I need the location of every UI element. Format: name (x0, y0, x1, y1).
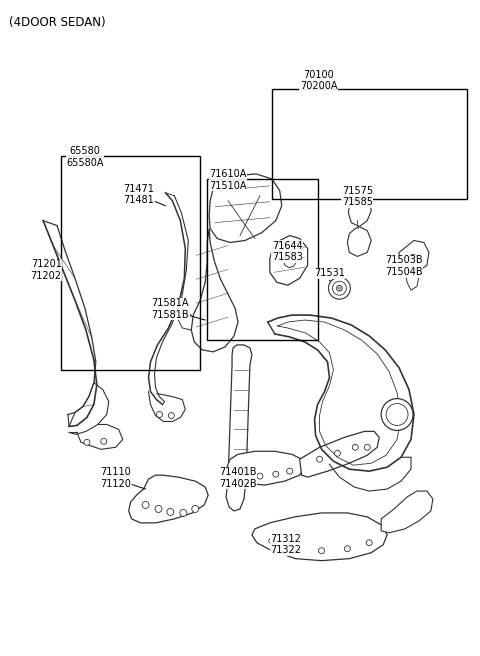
Polygon shape (399, 241, 429, 272)
Polygon shape (129, 475, 208, 523)
Circle shape (328, 277, 350, 299)
Polygon shape (348, 197, 371, 226)
Polygon shape (192, 228, 238, 352)
Circle shape (333, 281, 347, 295)
Bar (272, 89, 467, 199)
Circle shape (155, 506, 162, 512)
Polygon shape (381, 491, 433, 533)
Polygon shape (226, 345, 252, 511)
Circle shape (273, 471, 279, 477)
Circle shape (344, 546, 350, 552)
Text: 71401B
71402B: 71401B 71402B (219, 467, 257, 489)
Text: 71581A
71581B: 71581A 71581B (152, 298, 189, 319)
Circle shape (101, 438, 107, 444)
Text: 71110
71120: 71110 71120 (100, 467, 131, 489)
Text: 71610A
71510A: 71610A 71510A (209, 169, 247, 190)
Bar (207, 179, 318, 340)
Polygon shape (300, 432, 379, 477)
Polygon shape (209, 174, 282, 243)
Circle shape (364, 444, 370, 450)
Circle shape (192, 506, 199, 512)
Text: (4DOOR SEDAN): (4DOOR SEDAN) (9, 16, 106, 29)
Text: 71503B
71504B: 71503B 71504B (385, 255, 423, 277)
Text: 71471
71481: 71471 71481 (123, 184, 154, 205)
Circle shape (142, 501, 149, 508)
Circle shape (168, 413, 174, 419)
Circle shape (335, 450, 340, 457)
Circle shape (386, 403, 408, 426)
Circle shape (319, 548, 324, 554)
Circle shape (84, 440, 90, 445)
Circle shape (269, 538, 275, 544)
Circle shape (284, 255, 296, 268)
Polygon shape (348, 226, 371, 256)
Circle shape (366, 540, 372, 546)
Circle shape (336, 285, 342, 291)
Circle shape (156, 411, 162, 417)
Circle shape (292, 546, 298, 552)
Polygon shape (252, 513, 387, 561)
Polygon shape (226, 451, 305, 485)
Circle shape (180, 510, 187, 516)
Circle shape (381, 399, 413, 430)
Text: 71201
71202: 71201 71202 (31, 259, 61, 281)
Text: 70100
70200A: 70100 70200A (300, 70, 337, 91)
Circle shape (242, 470, 248, 476)
Circle shape (316, 457, 323, 462)
Text: 71312
71322: 71312 71322 (270, 534, 301, 556)
Circle shape (257, 473, 263, 479)
Text: 71575
71585: 71575 71585 (342, 186, 373, 207)
Text: 71531: 71531 (314, 268, 345, 278)
Text: 65580
65580A: 65580 65580A (66, 146, 104, 168)
Circle shape (352, 444, 358, 450)
Circle shape (167, 508, 174, 516)
Polygon shape (270, 236, 308, 285)
Bar (61, 156, 200, 370)
Circle shape (287, 468, 293, 474)
Circle shape (409, 255, 417, 262)
Text: 71644
71583: 71644 71583 (272, 241, 303, 262)
